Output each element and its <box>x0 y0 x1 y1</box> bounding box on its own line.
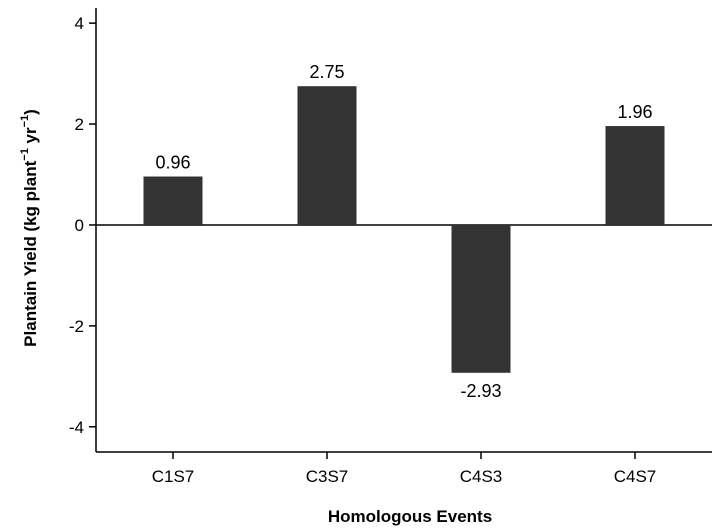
bars <box>143 86 665 373</box>
bar-c4s7 <box>605 126 665 225</box>
x-axis-title: Homologous Events <box>328 507 492 526</box>
y-axis-title: Plantain Yield (kg plant−1 yr−1) <box>19 109 40 347</box>
y-tick-label: -2 <box>69 317 84 336</box>
data-label: 0.96 <box>155 153 190 173</box>
x-tick-label: C4S3 <box>460 467 503 486</box>
y-axis-title-sup2: −1 <box>19 115 31 128</box>
bar-c4s3 <box>451 224 511 373</box>
y-tick-label: 4 <box>75 14 84 33</box>
bar-c1s7 <box>143 176 203 225</box>
x-tick-label: C3S7 <box>306 467 349 486</box>
y-tick-label: 0 <box>75 216 84 235</box>
data-label: 2.75 <box>309 62 344 82</box>
y-ticks: -4 -2 0 2 4 <box>69 14 96 437</box>
data-label: 1.96 <box>617 102 652 122</box>
y-axis-title-sup1: −1 <box>19 148 31 161</box>
y-tick-label: -4 <box>69 418 84 437</box>
data-label: -2.93 <box>460 381 501 401</box>
y-axis-title-prefix: Plantain Yield (kg plant <box>21 160 40 346</box>
bar-c3s7 <box>297 86 357 225</box>
x-tick-label: C4S7 <box>614 467 657 486</box>
y-axis-title-mid: yr <box>21 127 40 148</box>
y-tick-label: 2 <box>75 115 84 134</box>
y-axis-title-suffix: ) <box>21 109 40 115</box>
x-ticks: C1S7 C3S7 C4S3 C4S7 <box>152 452 657 486</box>
data-labels: 0.96 2.75 -2.93 1.96 <box>155 62 652 401</box>
x-tick-label: C1S7 <box>152 467 195 486</box>
axes <box>95 8 712 453</box>
